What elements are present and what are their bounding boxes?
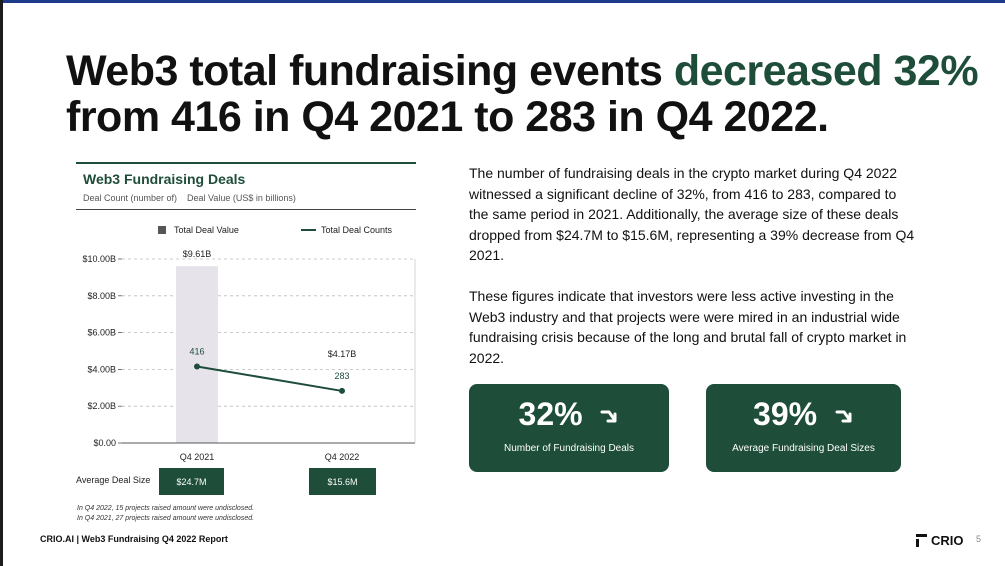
- footer-text: CRIO.AI | Web3 Fundraising Q4 2022 Repor…: [40, 534, 228, 544]
- headline-part1: Web3 total fundraising events: [66, 47, 674, 95]
- point-deal-count: [339, 387, 345, 394]
- stat-label-deal-sizes: Average Fundraising Deal Sizes: [732, 443, 875, 454]
- top-rule: [0, 0, 1005, 3]
- x-tick-label: Q4 2022: [325, 452, 360, 462]
- y-tick-label: $8.00B: [87, 291, 116, 301]
- chart-header: Web3 Fundraising Deals Deal Count (numbe…: [76, 162, 416, 210]
- trend-down-arrow-icon: [600, 410, 617, 423]
- y-tick-label: $0.00: [93, 438, 116, 448]
- legend-label-deal-value: Total Deal Value: [174, 225, 239, 235]
- point-label-deal-count: 416: [189, 346, 204, 356]
- stat-value-deals: 32%: [518, 396, 583, 432]
- y-tick-label: $10.00B: [82, 254, 116, 264]
- footnote-q4-2022: In Q4 2022, 15 projects raised amount we…: [77, 505, 255, 512]
- x-tick-label: Q4 2021: [180, 452, 215, 462]
- body-paragraph-1: The number of fundraising deals in the c…: [469, 165, 915, 263]
- subtitle-count: Deal Count (number of): [83, 193, 178, 203]
- legend-label-deal-counts: Total Deal Counts: [321, 225, 393, 235]
- chart-title: Web3 Fundraising Deals: [83, 171, 246, 187]
- brand-name: CRIO: [931, 533, 964, 548]
- avg-deal-size-q4-2022: $15.6M: [309, 468, 376, 495]
- trend-down-arrow-icon: [835, 410, 852, 423]
- page-title: Web3 total fundraising events decreased …: [66, 48, 986, 140]
- stat-label-deals: Number of Fundraising Deals: [503, 443, 635, 454]
- y-tick-label: $2.00B: [87, 401, 116, 411]
- bar-deal-value: [176, 266, 218, 443]
- point-label-deal-count: 283: [334, 371, 349, 381]
- subtitle-value: Deal Value (US$ in billions): [187, 193, 296, 203]
- stat-value-row: 39%: [706, 396, 901, 433]
- fundraising-chart: Total Deal Value Total Deal Counts $0.00 $2…: [82, 225, 416, 462]
- y-tick-label: $4.00B: [87, 364, 116, 374]
- chart-header-bottom-rule: [76, 209, 416, 210]
- crio-logo-icon: [916, 534, 927, 547]
- page-number: 5: [976, 534, 982, 544]
- stat-value-deal-sizes: 39%: [753, 396, 818, 432]
- chart-header-top-rule: [76, 162, 416, 164]
- brand-logo: CRIO: [916, 533, 964, 548]
- chart-subtitle: Deal Count (number of) Deal Value (US$ in…: [83, 193, 416, 203]
- legend-swatch-deal-value: [158, 226, 166, 234]
- footnote-q4-2021: In Q4 2021, 27 projects raised amount we…: [77, 515, 255, 522]
- bar-value-label: $4.17B: [328, 349, 357, 359]
- bar-value-label: $9.61B: [183, 249, 212, 259]
- stat-card-deals: 32% Number of Fundraising Deals: [469, 384, 669, 472]
- left-rule: [0, 0, 3, 566]
- stat-value-row: 32%: [469, 396, 669, 433]
- headline-accent: decreased 32%: [673, 47, 979, 95]
- avg-deal-size-q4-2021: $24.7M: [159, 468, 224, 495]
- headline-part2: from 416 in Q4 2021 to 283 in Q4 2022.: [66, 93, 829, 141]
- point-deal-count: [194, 363, 200, 370]
- avg-deal-size-label: Average Deal Size: [76, 475, 151, 485]
- y-tick-label: $6.00B: [87, 328, 116, 338]
- line-deal-counts: [196, 365, 343, 392]
- stat-card-deal-sizes: 39% Average Fundraising Deal Sizes: [706, 384, 901, 472]
- body-paragraph-2: These figures indicate that investors we…: [469, 288, 907, 366]
